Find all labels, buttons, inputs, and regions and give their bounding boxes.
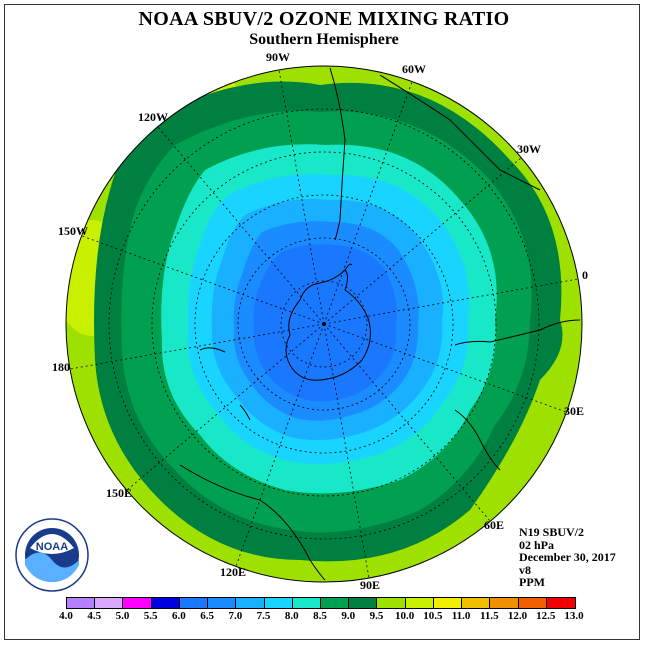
- info-units: PPM: [519, 575, 545, 589]
- map-boundary: [65, 65, 583, 583]
- colorbar-swatch: [67, 598, 96, 608]
- lon-label-60e: 60E: [484, 518, 505, 532]
- info-version: v8: [519, 562, 531, 577]
- south-america-coast: [329, 67, 346, 241]
- colorbar-swatch: [320, 598, 350, 608]
- info-date: December 30, 2017: [519, 550, 616, 564]
- colorbar-swatch: [208, 598, 237, 608]
- colorbar-tick-label: 9.5: [369, 610, 384, 622]
- africa-coast: [454, 319, 581, 346]
- antarctic-peninsula: [344, 263, 353, 271]
- lon-label-120w: 120W: [138, 110, 168, 124]
- colorbar-tick-label: 7.0: [228, 610, 243, 622]
- lon-label-120e: 120E: [220, 565, 247, 579]
- colorbar-tick-label: 6.0: [172, 610, 186, 622]
- colorbar-tick-label: 4.0: [59, 610, 73, 622]
- colorbar-swatch: [95, 598, 124, 608]
- graticule: [69, 69, 579, 579]
- new-zealand-coast: [199, 347, 226, 353]
- colorbar-swatch: [405, 598, 434, 608]
- colorbar-swatch: [179, 598, 209, 608]
- map-subtitle: Southern Hemisphere: [249, 31, 399, 48]
- colorbar-swatch: [292, 598, 321, 608]
- lon-label-180: 180: [52, 360, 70, 374]
- colorbar-swatch: [377, 598, 406, 608]
- colorbar-swatch: [264, 598, 293, 608]
- colorbar-swatch: [151, 598, 180, 608]
- map-title: NOAA SBUV/2 OZONE MIXING RATIO: [138, 8, 510, 30]
- colorbar-swatch: [236, 598, 265, 608]
- colorbar-swatch: [349, 598, 378, 608]
- colorbar-swatch: [462, 598, 491, 608]
- tasmania-coast: [239, 404, 251, 421]
- colorbar-swatch: [518, 598, 547, 608]
- lon-label-90e: 90E: [360, 578, 381, 592]
- colorbar-tick-label: 5.0: [115, 610, 130, 622]
- colorbar-tick-label: 12.0: [507, 610, 528, 622]
- lon-label-0: 0: [582, 268, 588, 282]
- colorbar-tick-label: 11.5: [480, 610, 499, 622]
- colorbar-tick-label: 8.0: [284, 610, 299, 622]
- info-satellite: N19 SBUV/2: [519, 525, 585, 539]
- coastlines: [179, 67, 581, 581]
- info-level: 02 hPa: [519, 537, 555, 552]
- australia-coast: [179, 464, 326, 581]
- colorbar-tick-label: 10.5: [423, 610, 443, 622]
- colorbar: [66, 597, 576, 609]
- lon-label-150w: 150W: [58, 224, 88, 238]
- colorbar-tick-label: 13.0: [564, 610, 584, 622]
- colorbar-tick-label: 7.5: [256, 610, 271, 622]
- colorbar-tick-label: 11.0: [451, 610, 471, 622]
- lon-label-30w: 30W: [517, 142, 541, 156]
- lon-label-90w: 90W: [266, 50, 290, 64]
- info-block: N19 SBUV/2 02 hPa December 30, 2017 v8 P…: [519, 526, 616, 589]
- colorbar-swatch: [546, 598, 575, 608]
- colorbar-tick-label: 5.5: [143, 610, 158, 622]
- antarctica-coast: [285, 269, 371, 381]
- lon-label-150e: 150E: [106, 486, 133, 500]
- colorbar-tick-label: 9.0: [341, 610, 356, 622]
- colorbar-tick-label: 8.5: [313, 610, 327, 622]
- south-america-east-coast: [379, 74, 541, 191]
- madagascar-coast: [454, 409, 501, 471]
- lon-label-60w: 60W: [402, 62, 426, 76]
- colorbar-tick-label: 4.5: [87, 610, 102, 622]
- map-frame: [4, 4, 640, 640]
- colorbar-tick-label: 12.5: [536, 610, 556, 622]
- colorbar-tick-label: 6.5: [200, 610, 214, 622]
- colorbar-tick-label: 10.0: [395, 610, 415, 622]
- south-pole: [322, 322, 326, 326]
- colorbar-swatch: [433, 598, 463, 608]
- colorbar-swatch: [490, 598, 519, 608]
- lon-label-30e: 30E: [564, 404, 585, 418]
- colorbar-swatch: [123, 598, 152, 608]
